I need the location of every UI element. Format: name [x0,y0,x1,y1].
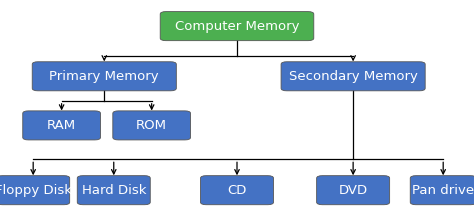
FancyBboxPatch shape [201,176,273,205]
FancyBboxPatch shape [113,111,191,140]
Text: Primary Memory: Primary Memory [49,70,159,83]
FancyBboxPatch shape [160,12,314,41]
Text: ROM: ROM [136,119,167,132]
Text: DVD: DVD [338,184,368,197]
Text: Pan drive: Pan drive [412,184,474,197]
Text: Floppy Disk: Floppy Disk [0,184,72,197]
FancyBboxPatch shape [281,62,425,91]
FancyBboxPatch shape [317,176,390,205]
Text: Computer Memory: Computer Memory [175,20,299,33]
Text: Hard Disk: Hard Disk [82,184,146,197]
FancyBboxPatch shape [410,176,474,205]
Text: CD: CD [228,184,246,197]
FancyBboxPatch shape [0,176,70,205]
Text: Secondary Memory: Secondary Memory [289,70,418,83]
FancyBboxPatch shape [23,111,100,140]
Text: RAM: RAM [47,119,76,132]
FancyBboxPatch shape [77,176,150,205]
FancyBboxPatch shape [32,62,176,91]
